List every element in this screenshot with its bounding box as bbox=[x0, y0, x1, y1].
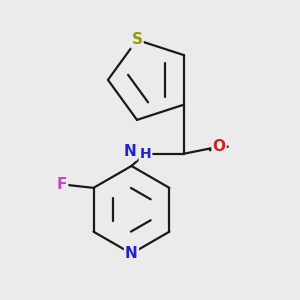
Text: H: H bbox=[140, 147, 151, 161]
Text: N: N bbox=[123, 144, 136, 159]
Text: N: N bbox=[125, 246, 138, 261]
Text: S: S bbox=[131, 32, 142, 47]
Text: F: F bbox=[57, 177, 67, 192]
Text: O: O bbox=[213, 139, 226, 154]
